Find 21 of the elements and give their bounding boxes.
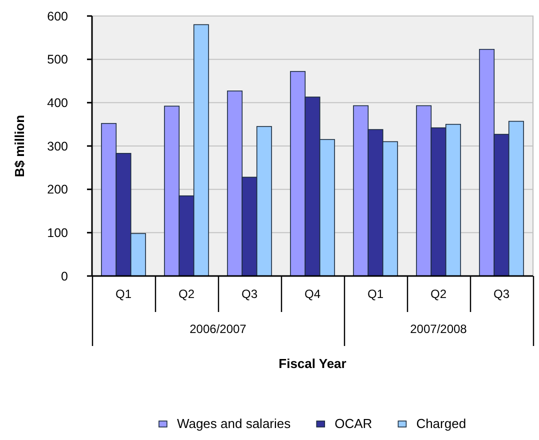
y-tick-label: 600 <box>47 9 68 24</box>
y-tick-label: 0 <box>61 269 68 284</box>
y-tick-label: 500 <box>47 52 68 67</box>
x-tick-label: Q3 <box>493 287 510 301</box>
y-tick-label: 200 <box>47 182 68 197</box>
x-tick-label: Q2 <box>178 287 195 301</box>
x-axis-title: Fiscal Year <box>278 356 346 371</box>
x-tick-label: Q1 <box>367 287 384 301</box>
y-tick-label: 300 <box>47 139 68 154</box>
y-axis-title: B$ million <box>12 114 27 178</box>
x-tick-label: Q4 <box>304 287 321 301</box>
text: 2007/2008 <box>410 322 468 336</box>
legend-label: Wages and salaries <box>176 416 292 431</box>
x-tick-label: Q1 <box>115 287 132 301</box>
y-tick-label: 100 <box>47 226 68 240</box>
x-tick-label: Q2 <box>430 287 447 301</box>
legend-label: Charged <box>416 416 466 431</box>
x-tick-label: Q3 <box>241 287 258 301</box>
legend-label: OCAR <box>334 416 372 431</box>
text: 2006/2007 <box>190 322 247 336</box>
y-tick-label: 400 <box>47 96 68 110</box>
